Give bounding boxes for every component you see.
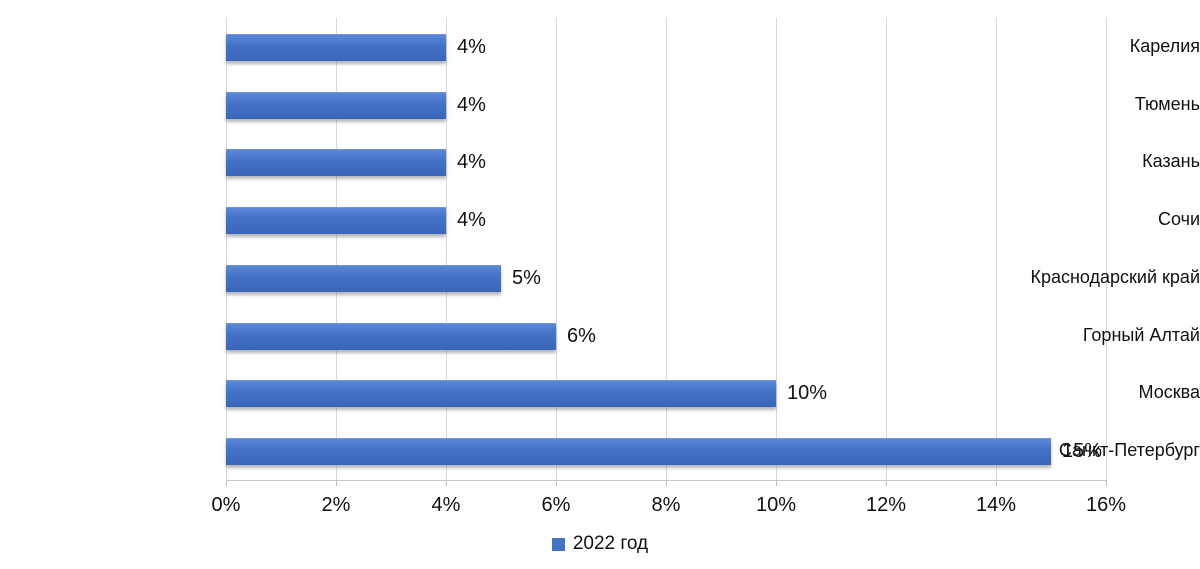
bar-3	[226, 149, 446, 177]
x-tick-label: 2%	[321, 494, 351, 516]
legend-swatch-icon	[551, 537, 565, 551]
axis-tickmark	[1106, 480, 1107, 486]
bar-value-label: 10%	[787, 382, 828, 405]
gridline	[886, 18, 887, 480]
axis-tickmark	[776, 480, 777, 486]
gridline	[336, 18, 337, 480]
x-tick-label: 16%	[1085, 494, 1127, 516]
bar-8	[226, 438, 1051, 466]
category-label: Санкт-Петербург	[1058, 440, 1200, 461]
bar-5	[226, 264, 501, 292]
category-label: Карелия	[1129, 35, 1200, 56]
bar-2	[226, 91, 446, 119]
legend-label: 2022 год	[572, 533, 649, 554]
axis-tickmark	[446, 480, 447, 486]
x-tick-label: 14%	[975, 494, 1017, 516]
gridline	[666, 18, 667, 480]
category-axis-line	[226, 480, 1106, 481]
gridline	[226, 18, 227, 480]
bar-value-label: 4%	[457, 209, 486, 232]
bar-value-label: 4%	[457, 151, 486, 174]
axis-tickmark	[226, 480, 227, 486]
axis-tickmark	[666, 480, 667, 486]
bar-value-label: 4%	[457, 35, 486, 58]
axis-tickmark	[886, 480, 887, 486]
x-tick-label: 10%	[755, 494, 797, 516]
legend: 2022 год	[0, 533, 1200, 555]
category-label: Краснодарский край	[1030, 266, 1200, 287]
bar-7	[226, 380, 776, 408]
x-tick-label: 0%	[211, 494, 241, 516]
axis-tickmark	[996, 480, 997, 486]
bar-value-label: 5%	[512, 266, 541, 289]
gridline	[776, 18, 777, 480]
x-tick-label: 4%	[431, 494, 461, 516]
x-tick-label: 8%	[651, 494, 681, 516]
bar-value-label: 6%	[567, 324, 596, 347]
gridline	[996, 18, 997, 480]
category-label: Москва	[1138, 382, 1200, 403]
bar-4	[226, 207, 446, 235]
category-label: Горный Алтай	[1082, 324, 1200, 345]
axis-tickmark	[556, 480, 557, 486]
bar-value-label: 4%	[457, 93, 486, 116]
bar-6	[226, 322, 556, 350]
bar-1	[226, 33, 446, 61]
gridline	[556, 18, 557, 480]
axis-tickmark	[336, 480, 337, 486]
category-label: Тюмень	[1134, 93, 1200, 114]
gridline	[446, 18, 447, 480]
x-tick-label: 12%	[865, 494, 907, 516]
bar-value-label: 15%	[1062, 440, 1103, 463]
x-tick-label: 6%	[541, 494, 571, 516]
category-label: Сочи	[1157, 209, 1200, 230]
category-label: Казань	[1142, 151, 1200, 172]
gridline	[1106, 18, 1107, 480]
